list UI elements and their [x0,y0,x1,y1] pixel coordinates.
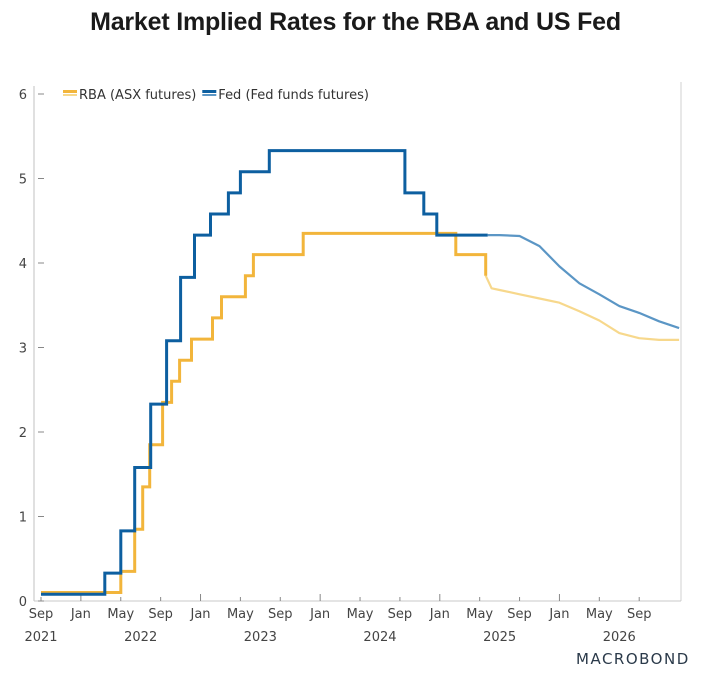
x-tick-label: May [227,607,254,622]
x-tick-label: Sep [507,607,532,622]
rba-legend-swatch-forecast [63,94,77,96]
x-year-label: 2022 [124,630,157,645]
macrobond-logo: MACROBOND [576,650,690,668]
fed-actual-line [41,149,488,596]
fed-legend-label: Fed (Fed funds futures) [218,88,369,103]
x-tick-label: Jan [309,607,330,622]
rba-actual-line [41,231,488,594]
x-tick-label: Sep [268,607,293,622]
x-year-label: 2021 [24,630,57,645]
x-tick-label: May [466,607,493,622]
x-year-label: 2024 [363,630,396,645]
x-tick-label: Sep [29,607,54,622]
y-tick-label: 2 [19,426,27,441]
axes: 0 1 2 3 4 5 6 Sep Jan May Sep Jan May Sep Jan May Sep Jan… [19,82,682,645]
y-tick-label: 1 [19,511,27,526]
rba-legend-label: RBA (ASX futures) [79,88,196,103]
x-tick-label: May [107,607,134,622]
fed-legend-swatch [202,90,217,93]
x-tick-label: Sep [627,607,652,622]
y-tick-label: 6 [19,88,27,103]
chart-title: Market Implied Rates for the RBA and US … [90,8,621,36]
y-tick-label: 0 [19,595,27,610]
y-tick-label: 3 [19,342,27,357]
x-tick-label: May [347,607,374,622]
x-tick-label: Sep [148,607,173,622]
x-year-label: 2025 [483,630,516,645]
rba-legend-swatch [63,90,77,93]
rba-forecast-line [484,275,680,341]
x-year-label: 2026 [603,630,636,645]
series-layer [41,149,680,596]
x-tick-label: Jan [548,607,569,622]
x-tick-label: Sep [388,607,413,622]
x-tick-label: May [586,607,613,622]
x-tick-label: Jan [70,607,91,622]
y-tick-label: 5 [19,173,27,188]
fed-forecast-line [487,234,680,330]
x-tick-label: Jan [429,607,450,622]
x-tick-label: Jan [189,607,210,622]
x-year-label: 2023 [244,630,277,645]
legend: RBA (ASX futures) Fed (Fed funds futures) [63,88,369,103]
y-tick-label: 4 [19,257,27,272]
fed-legend-swatch-forecast [202,94,217,96]
